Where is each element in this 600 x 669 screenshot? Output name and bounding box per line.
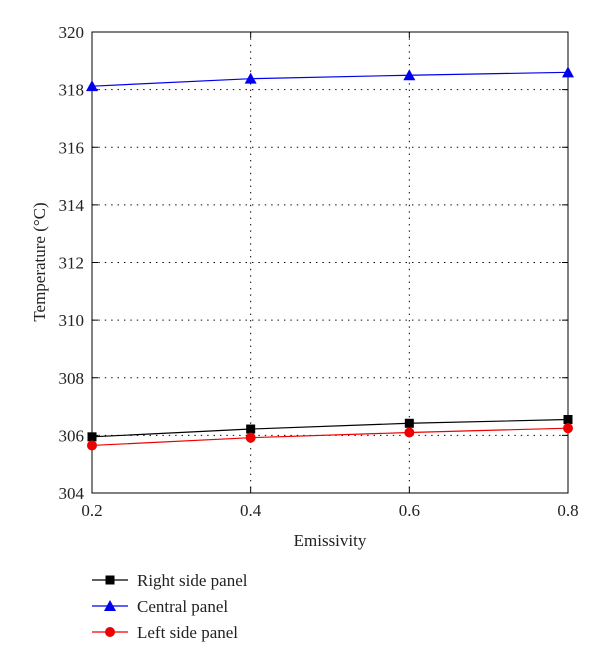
y-tick-label: 318 (59, 81, 85, 100)
data-point-series-2 (86, 80, 98, 92)
grid-lines (92, 32, 568, 493)
legend-marker-3 (105, 627, 115, 637)
data-point-series-1 (87, 432, 97, 442)
axis-ticks: 304 306 308 310 312 314 316 318 320 0.2 0.4 0.6 0.8 (59, 23, 579, 520)
x-axis-label: Emissivity (294, 531, 367, 550)
x-tick-label: 0.6 (399, 501, 420, 520)
series-lines (86, 66, 574, 451)
data-point-series-2 (562, 66, 574, 78)
series-line-2 (91, 71, 569, 87)
y-tick-label: 316 (59, 138, 85, 157)
data-point-series-1 (404, 418, 414, 428)
legend-marker-2 (104, 600, 116, 611)
y-tick-label: 306 (59, 426, 85, 445)
legend-label-2: Central panel (137, 597, 228, 616)
data-point-series-2 (244, 72, 257, 84)
y-tick-label: 304 (59, 484, 85, 503)
y-tick-label: 314 (59, 196, 85, 215)
data-point-series-2 (403, 69, 416, 81)
x-tick-label: 0.2 (81, 501, 102, 520)
y-axis-label: Temperature (°C) (30, 202, 49, 321)
x-tick-label: 0.8 (557, 501, 578, 520)
data-point-series-1 (246, 424, 256, 434)
legend-label-3: Left side panel (137, 623, 238, 642)
y-tick-label: 320 (59, 23, 85, 42)
data-point-series-3 (563, 423, 573, 434)
data-point-series-3 (404, 427, 415, 438)
series-line-1 (91, 418, 569, 438)
x-tick-label: 0.4 (240, 501, 262, 520)
data-point-series-3 (245, 432, 256, 443)
legend-label-1: Right side panel (137, 571, 248, 590)
data-point-series-3 (87, 440, 97, 451)
series-line-3 (91, 427, 569, 447)
y-tick-label: 308 (59, 369, 85, 388)
data-point-series-1 (563, 415, 573, 425)
y-tick-label: 310 (59, 311, 85, 330)
legend: Right side panel Central panel Left side p… (92, 571, 248, 642)
legend-marker-1 (105, 575, 115, 585)
y-tick-label: 312 (59, 254, 85, 273)
